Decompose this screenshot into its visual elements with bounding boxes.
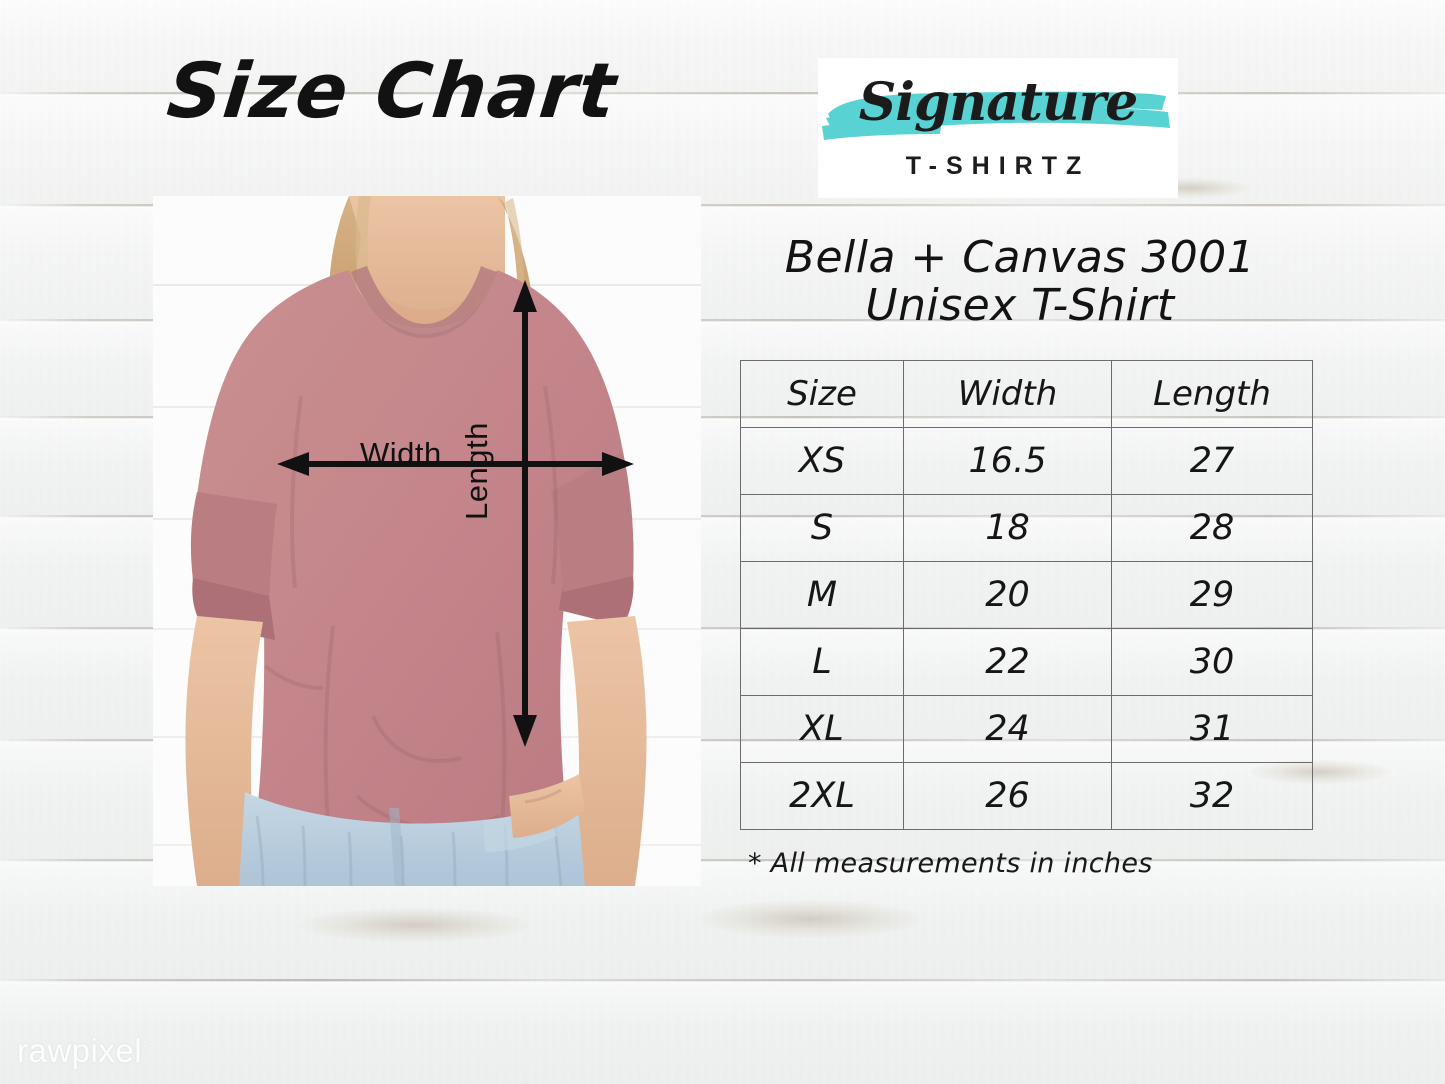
table-row: L 22 30	[740, 628, 1313, 696]
cell-size: S	[740, 494, 904, 562]
length-measure-label: Length	[459, 422, 494, 520]
width-measure-label: Width	[360, 436, 442, 471]
cell-size: XS	[740, 427, 904, 495]
cell-length: 31	[1111, 695, 1313, 763]
product-heading: Bella + Canvas 3001 Unisex T-Shirt	[700, 234, 1340, 329]
product-name-line-1: Bella + Canvas 3001	[784, 232, 1256, 283]
table-header-row: Size Width Length	[740, 360, 1313, 428]
watermark-text: rawpixel	[17, 1032, 143, 1069]
cell-width: 18	[903, 494, 1112, 562]
cell-size: M	[740, 561, 904, 629]
size-table: Size Width Length XS 16.5 27 S 18 28 M 2…	[740, 360, 1313, 830]
brush-stroke-icon	[822, 91, 1170, 140]
cell-length: 29	[1111, 561, 1313, 629]
measurement-footnote: * All measurements in inches	[748, 848, 1153, 879]
watermark: rawpixel·	[17, 1032, 148, 1070]
table-row: XL 24 31	[740, 695, 1313, 763]
wood-plank	[0, 982, 1445, 1084]
watermark-mark: ·	[142, 1037, 148, 1054]
table-row: M 20 29	[740, 561, 1313, 629]
product-name-line-2: Unisex T-Shirt	[865, 279, 1175, 331]
cell-width: 22	[903, 628, 1112, 696]
cell-length: 27	[1111, 427, 1313, 495]
wood-knot	[300, 908, 530, 942]
model-photo	[153, 196, 701, 886]
page-title: Size Chart	[163, 46, 621, 135]
column-header-width: Width	[903, 360, 1112, 428]
cell-width: 26	[903, 762, 1112, 830]
cell-size: 2XL	[740, 762, 904, 830]
cell-size: L	[740, 628, 904, 696]
column-header-size: Size	[740, 360, 904, 428]
cell-length: 32	[1111, 762, 1313, 830]
cell-width: 24	[903, 695, 1112, 763]
cell-width: 16.5	[903, 427, 1112, 495]
table-row: S 18 28	[740, 494, 1313, 562]
logo-subtitle-text: T-SHIRTZ	[905, 152, 1091, 180]
cell-width: 20	[903, 561, 1112, 629]
cell-size: XL	[740, 695, 904, 763]
wood-plank	[0, 95, 1445, 205]
table-row: 2XL 26 32	[740, 762, 1313, 830]
column-header-length: Length	[1111, 360, 1313, 428]
brand-logo: Signature T-SHIRTZ	[818, 58, 1178, 198]
wood-knot	[700, 900, 920, 938]
table-row: XS 16.5 27	[740, 427, 1313, 495]
wood-plank	[0, 0, 1445, 94]
cell-length: 28	[1111, 494, 1313, 562]
logo-script-text: Signature	[858, 72, 1138, 133]
cell-length: 30	[1111, 628, 1313, 696]
model-photo-illustration	[153, 196, 701, 886]
